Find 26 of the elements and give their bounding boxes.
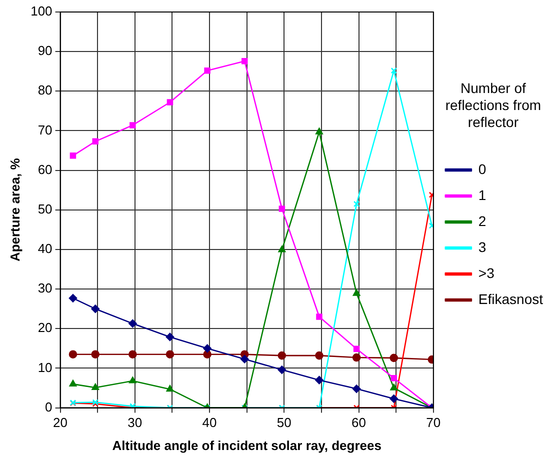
x-tick-label: 30 [128,415,142,430]
x-tick-label: 20 [53,415,68,430]
y-tick-label: 80 [38,82,52,98]
legend-label: 1 [478,186,486,203]
x-tick-label: 50 [276,415,292,430]
y-tick-label: 70 [38,122,52,138]
y-axis-title: Aperture area, % [7,158,22,262]
y-tick-label: 40 [38,241,52,256]
x-tick-label: 60 [352,415,366,430]
x-axis-title: Altitude angle of incident solar ray, degrees [112,438,382,453]
x-tick-label: 70 [426,415,441,430]
legend-label: 3 [478,238,486,255]
y-tick-label: 50 [38,201,52,216]
y-tick-label: 100 [30,4,52,19]
legend-label: >3 [478,264,495,281]
y-tick-label: 60 [38,162,52,177]
legend-title: Number of reflections from reflector [445,80,542,130]
y-tick-label: 30 [38,280,52,296]
y-tick-label: 10 [38,360,52,375]
y-tick-label: 20 [38,320,52,336]
legend-label: 0 [478,160,486,177]
legend-label: Efikasnost [478,290,544,307]
y-tick-label: 90 [38,43,52,58]
x-tick-label: 40 [202,415,217,430]
legend-label: 2 [478,212,486,229]
y-tick-label: 0 [45,399,52,414]
